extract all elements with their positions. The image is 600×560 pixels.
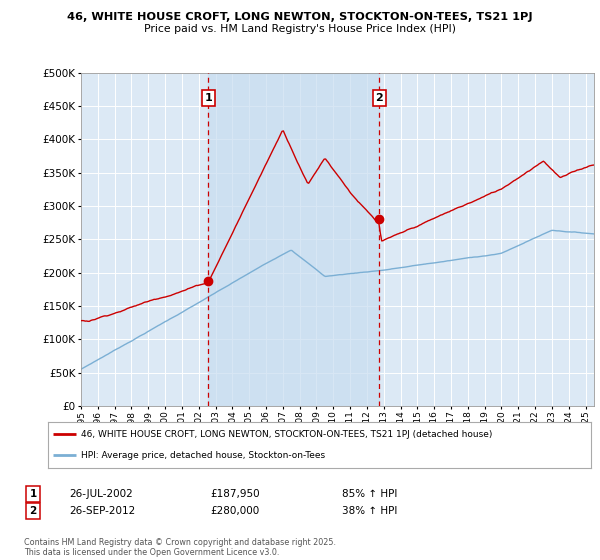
Text: 2: 2	[29, 506, 37, 516]
Text: 1: 1	[204, 93, 212, 103]
Bar	[208, 73, 379, 406]
Text: 38% ↑ HPI: 38% ↑ HPI	[342, 506, 397, 516]
Text: 46, WHITE HOUSE CROFT, LONG NEWTON, STOCKTON-ON-TEES, TS21 1PJ: 46, WHITE HOUSE CROFT, LONG NEWTON, STOC…	[67, 12, 533, 22]
Text: £187,950: £187,950	[210, 489, 260, 499]
Text: 26-JUL-2002: 26-JUL-2002	[69, 489, 133, 499]
Text: £280,000: £280,000	[210, 506, 259, 516]
Text: 85% ↑ HPI: 85% ↑ HPI	[342, 489, 397, 499]
Text: 2: 2	[376, 93, 383, 103]
Text: Price paid vs. HM Land Registry's House Price Index (HPI): Price paid vs. HM Land Registry's House …	[144, 24, 456, 34]
Text: Contains HM Land Registry data © Crown copyright and database right 2025.
This d: Contains HM Land Registry data © Crown c…	[24, 538, 336, 557]
Text: HPI: Average price, detached house, Stockton-on-Tees: HPI: Average price, detached house, Stoc…	[80, 451, 325, 460]
Text: 1: 1	[29, 489, 37, 499]
Text: 26-SEP-2012: 26-SEP-2012	[69, 506, 135, 516]
Text: 46, WHITE HOUSE CROFT, LONG NEWTON, STOCKTON-ON-TEES, TS21 1PJ (detached house): 46, WHITE HOUSE CROFT, LONG NEWTON, STOC…	[80, 430, 492, 438]
